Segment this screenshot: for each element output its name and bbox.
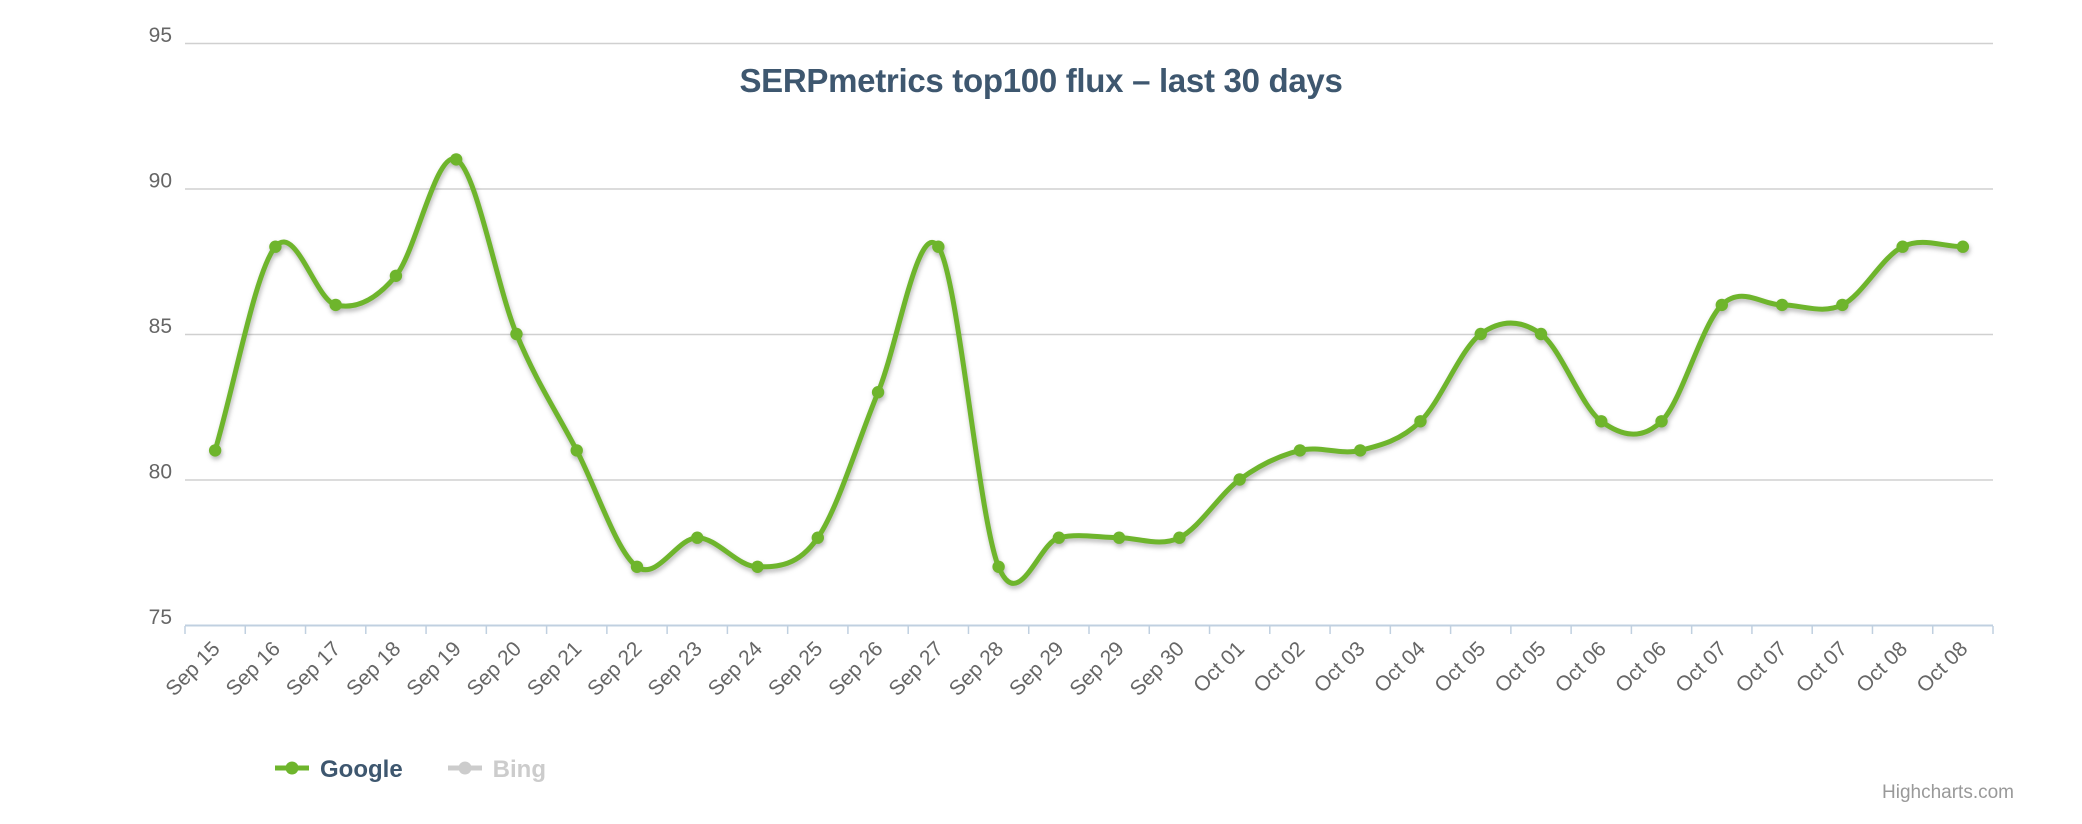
x-axis-label-14: Sep 29 [1005, 637, 1068, 700]
data-point-oct-03-19[interactable] [1354, 444, 1367, 457]
y-axis-label-95: 95 [149, 24, 172, 47]
x-axis-label-0: Sep 15 [161, 637, 224, 700]
data-point-sep-17-2[interactable] [329, 298, 342, 312]
data-point-sep-24-9[interactable] [751, 560, 764, 573]
series-google-line [212, 156, 1966, 586]
x-axis-label-4: Sep 19 [402, 637, 465, 700]
y-axis-labels: 75 80 85 90 95 [149, 24, 172, 629]
x-axis-label-29: Oct 08 [1912, 637, 1972, 697]
credits-link[interactable]: Highcharts.com [1882, 782, 2014, 803]
legend-label-bing: Bing [492, 756, 546, 783]
x-axis-label-19: Oct 03 [1310, 637, 1370, 697]
x-axis-label-1: Sep 16 [222, 637, 285, 700]
data-point-sep-26-11[interactable] [871, 386, 885, 399]
data-point-oct-07-25[interactable] [1715, 298, 1729, 312]
data-point-oct-07-26[interactable] [1775, 298, 1789, 312]
x-axis-label-18: Oct 02 [1249, 637, 1309, 697]
x-axis-label-21: Oct 05 [1430, 637, 1490, 697]
x-axis-label-22: Oct 05 [1491, 637, 1551, 697]
x-axis-label-17: Oct 01 [1189, 637, 1249, 697]
data-point-oct-07-27[interactable] [1836, 298, 1849, 312]
data-point-oct-05-21[interactable] [1474, 327, 1487, 341]
data-point-sep-23-8[interactable] [691, 531, 704, 544]
legend-item-bing[interactable]: Bing [447, 756, 546, 784]
x-axis-label-10: Sep 25 [764, 637, 827, 700]
x-axis-label-28: Oct 08 [1852, 637, 1912, 697]
data-point-oct-08-29[interactable] [1956, 240, 1970, 253]
data-point-oct-02-18[interactable] [1293, 444, 1307, 457]
x-axis-label-13: Sep 28 [945, 637, 1008, 700]
data-point-oct-08-28[interactable] [1896, 240, 1909, 253]
data-point-sep-30-16[interactable] [1173, 531, 1186, 544]
y-axis-label-85: 85 [149, 315, 172, 338]
data-point-sep-29-14[interactable] [1052, 531, 1066, 544]
legend: Google Bing [274, 756, 546, 784]
data-point-oct-05-22[interactable] [1534, 327, 1548, 341]
data-point-sep-21-6[interactable] [570, 444, 583, 457]
x-axis-label-27: Oct 07 [1792, 637, 1852, 697]
series-google [208, 153, 1970, 586]
x-axis-label-12: Sep 27 [885, 637, 948, 700]
x-axis-label-7: Sep 22 [583, 637, 646, 700]
legend-item-google[interactable]: Google [274, 756, 403, 784]
data-point-sep-29-15[interactable] [1112, 531, 1126, 544]
x-axis-label-9: Sep 24 [704, 637, 768, 701]
data-point-sep-16-1[interactable] [269, 240, 282, 253]
data-point-sep-25-10[interactable] [811, 531, 824, 544]
x-axis-label-11: Sep 26 [824, 637, 887, 700]
x-axis-label-2: Sep 17 [282, 637, 345, 700]
y-axis-label-75: 75 [149, 606, 172, 629]
data-point-sep-18-3[interactable] [389, 269, 403, 282]
x-axis-label-3: Sep 18 [342, 637, 405, 700]
x-axis-label-26: Oct 07 [1732, 637, 1792, 697]
y-axis-label-80: 80 [149, 461, 172, 484]
data-point-sep-19-4[interactable] [450, 153, 463, 166]
chart-title: SERPmetrics top100 flux – last 30 days [739, 62, 1343, 99]
x-axis [184, 624, 1994, 634]
data-point-sep-15-0[interactable] [208, 444, 222, 457]
x-axis-label-20: Oct 04 [1370, 637, 1430, 697]
x-axis-label-25: Oct 07 [1671, 637, 1731, 697]
data-point-sep-27-12[interactable] [932, 240, 945, 253]
x-axis-label-15: Sep 29 [1065, 637, 1128, 700]
data-point-oct-06-24[interactable] [1655, 415, 1668, 428]
y-axis-label-90: 90 [149, 170, 172, 193]
x-axis-label-6: Sep 21 [523, 637, 586, 700]
x-axis-label-16: Sep 30 [1126, 637, 1189, 700]
data-point-oct-01-17[interactable] [1233, 473, 1246, 486]
data-point-sep-20-5[interactable] [510, 327, 523, 341]
data-point-oct-06-23[interactable] [1595, 415, 1608, 428]
x-axis-label-23: Oct 06 [1551, 637, 1611, 697]
data-point-oct-04-20[interactable] [1414, 415, 1427, 428]
legend-label-google: Google [320, 756, 403, 783]
x-axis-label-8: Sep 23 [643, 637, 706, 700]
google-series-marker-icon [274, 760, 310, 781]
data-point-sep-22-7[interactable] [630, 560, 644, 573]
data-point-sep-28-13[interactable] [992, 560, 1005, 573]
bing-series-marker-icon [447, 760, 483, 781]
x-axis-label-5: Sep 20 [463, 637, 526, 700]
x-axis-label-24: Oct 06 [1611, 637, 1671, 697]
